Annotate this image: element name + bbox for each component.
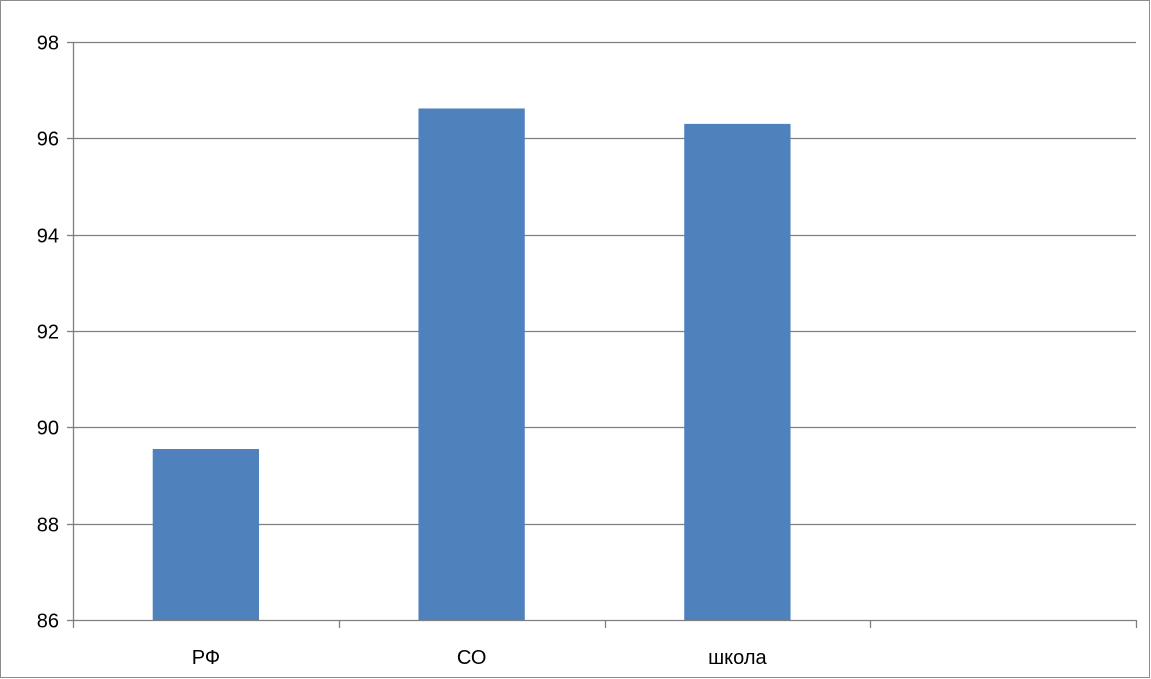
x-tick-label: школа: [708, 647, 767, 669]
y-tick-label: 96: [37, 129, 59, 151]
y-tick-labels: 86 88 90 92 94 96 98: [37, 33, 59, 633]
y-tick-label: 90: [37, 418, 59, 440]
axes: [67, 41, 1138, 628]
y-tick-label: 92: [37, 322, 59, 344]
y-tick-label: 94: [37, 226, 59, 248]
bars: [152, 108, 791, 620]
y-tick-label: 88: [37, 515, 59, 537]
bar-0: [152, 449, 260, 620]
x-tick-label: РФ: [192, 647, 220, 669]
y-tick-label: 86: [37, 611, 59, 633]
gridlines: [73, 41, 1136, 526]
x-tick-label: СО: [457, 647, 487, 669]
bar-1: [418, 108, 525, 620]
x-tick-labels: РФ СО школа: [192, 647, 768, 669]
bar-2: [684, 123, 791, 620]
y-tick-label: 98: [37, 33, 59, 55]
